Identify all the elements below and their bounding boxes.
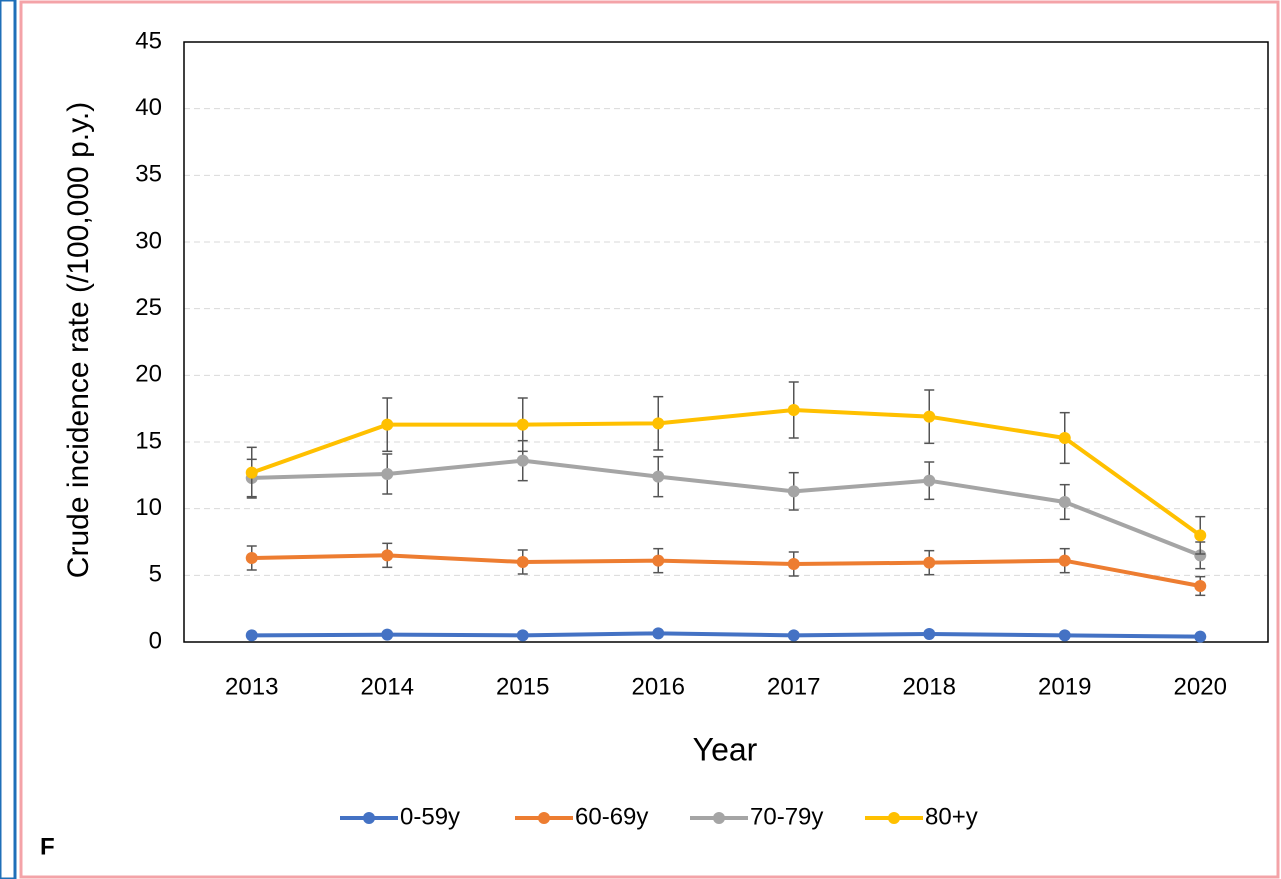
marker <box>516 418 529 431</box>
marker <box>923 556 936 569</box>
marker <box>1058 554 1071 567</box>
y-tick-label: 35 <box>135 161 162 188</box>
marker <box>516 556 529 568</box>
x-tick-label: 2019 <box>1038 673 1091 700</box>
marker <box>1058 496 1071 508</box>
series-line <box>251 458 1201 558</box>
series-line <box>251 408 1202 537</box>
marker <box>787 485 800 498</box>
legend-marker <box>888 812 900 824</box>
marker <box>381 628 394 641</box>
left-panel-border <box>0 0 17 879</box>
panel-border <box>19 0 1280 879</box>
x-tick-label: 2020 <box>1174 673 1227 700</box>
marker <box>245 552 258 564</box>
legend-label: 70-79y <box>750 803 823 830</box>
y-tick-label: 15 <box>135 427 162 454</box>
marker <box>652 554 665 567</box>
marker <box>381 549 394 562</box>
marker <box>652 417 665 430</box>
marker <box>652 470 665 483</box>
marker <box>1058 629 1071 642</box>
x-tick-label: 2017 <box>767 673 820 700</box>
x-axis-label: Year <box>693 731 758 767</box>
x-tick-label: 2015 <box>496 673 549 700</box>
legend-marker <box>538 812 550 824</box>
y-tick-label: 0 <box>149 627 162 654</box>
marker <box>1194 549 1207 562</box>
legend-label: 0-59y <box>400 803 460 830</box>
marker <box>516 629 529 642</box>
x-tick-label: 2018 <box>903 673 956 700</box>
x-tick-label: 2013 <box>225 673 278 700</box>
marker <box>787 558 800 570</box>
marker <box>787 404 800 416</box>
series-line <box>251 553 1201 588</box>
marker <box>652 627 665 640</box>
marker <box>923 474 936 487</box>
legend-marker <box>363 812 375 824</box>
legend-label: 60-69y <box>575 803 648 830</box>
marker <box>245 629 258 642</box>
marker <box>516 454 529 467</box>
marker <box>1058 432 1071 444</box>
legend-marker <box>713 812 725 824</box>
marker <box>1194 580 1207 592</box>
y-tick-label: 10 <box>135 494 162 521</box>
x-tick-label: 2016 <box>632 673 685 700</box>
marker <box>1194 630 1207 643</box>
y-tick-label: 5 <box>149 561 162 588</box>
marker <box>923 628 936 640</box>
marker <box>381 418 394 431</box>
panel-label: F <box>40 833 55 860</box>
marker <box>1194 529 1207 542</box>
y-tick-label: 20 <box>135 361 162 388</box>
y-tick-label: 40 <box>135 94 162 121</box>
marker <box>245 466 258 479</box>
marker <box>787 629 800 642</box>
y-axis-label: Crude incidence rate (/100,000 p.y.) <box>62 102 95 578</box>
marker <box>381 468 394 480</box>
y-tick-label: 25 <box>135 294 162 321</box>
plot-border <box>183 41 1269 643</box>
y-tick-label: 45 <box>135 27 162 54</box>
legend-label: 80+y <box>925 803 978 830</box>
series-line <box>251 631 1201 639</box>
y-tick-label: 30 <box>135 227 162 254</box>
marker <box>923 410 936 423</box>
x-tick-label: 2014 <box>361 673 414 700</box>
